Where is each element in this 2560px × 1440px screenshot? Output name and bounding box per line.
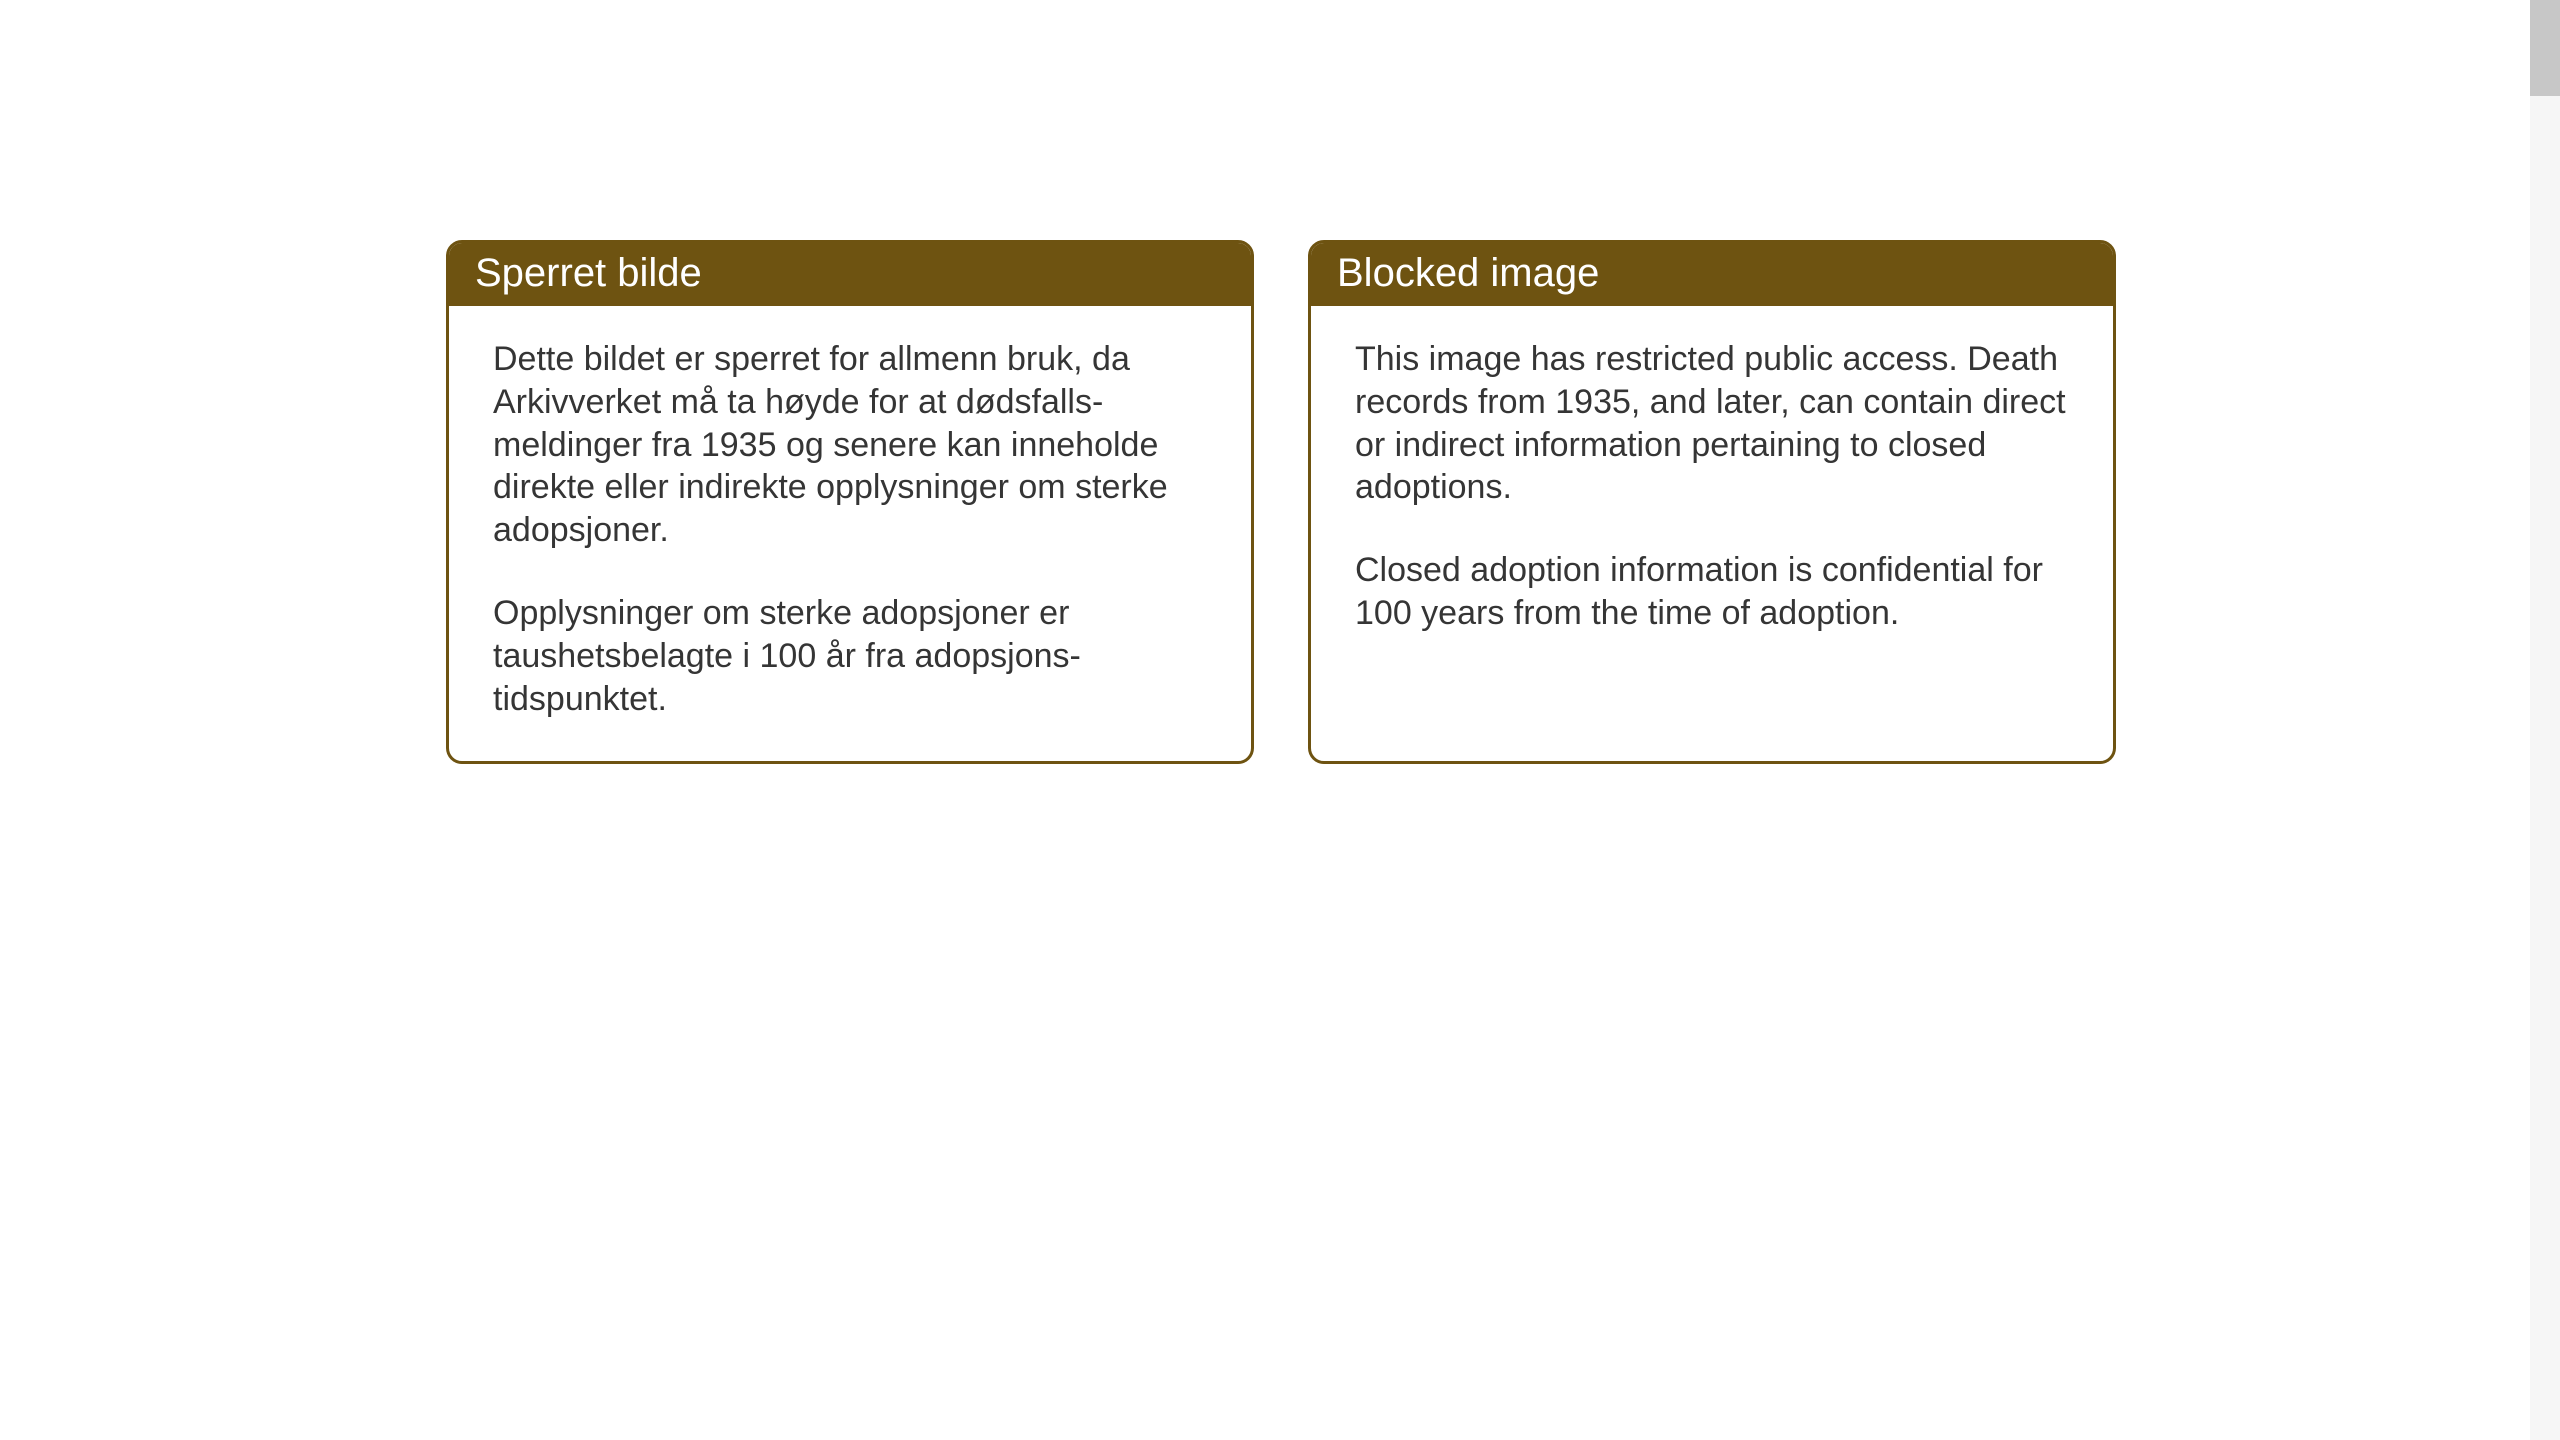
card-english: Blocked image This image has restricted … [1308, 240, 2116, 764]
card-norwegian: Sperret bilde Dette bildet er sperret fo… [446, 240, 1254, 764]
card-norwegian-header: Sperret bilde [449, 243, 1251, 306]
scrollbar-thumb[interactable] [2530, 0, 2560, 96]
card-norwegian-paragraph-1: Dette bildet er sperret for allmenn bruk… [493, 338, 1207, 552]
card-english-paragraph-1: This image has restricted public access.… [1355, 338, 2069, 509]
card-english-body: This image has restricted public access.… [1311, 306, 2113, 735]
card-english-paragraph-2: Closed adoption information is confident… [1355, 549, 2069, 635]
card-english-header: Blocked image [1311, 243, 2113, 306]
card-norwegian-body: Dette bildet er sperret for allmenn bruk… [449, 306, 1251, 761]
cards-container: Sperret bilde Dette bildet er sperret fo… [446, 240, 2116, 764]
scrollbar-track[interactable] [2530, 0, 2560, 1440]
card-norwegian-paragraph-2: Opplysninger om sterke adopsjoner er tau… [493, 592, 1207, 720]
